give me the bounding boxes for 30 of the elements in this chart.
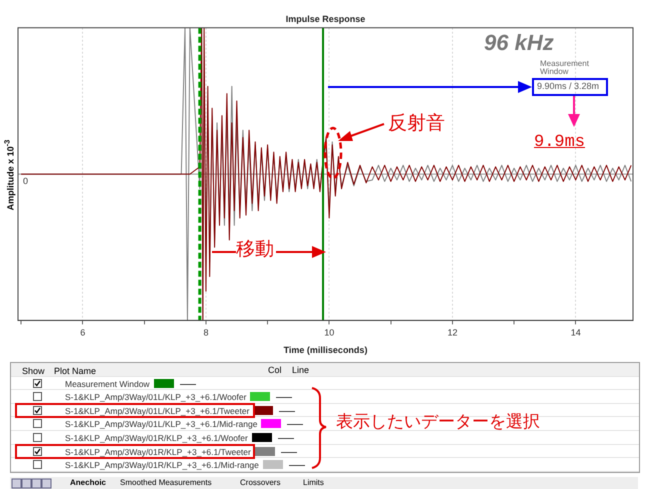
text: Anechoic (70, 478, 106, 487)
text: Line (292, 365, 310, 375)
x-tick-label: 14 (570, 327, 581, 338)
ref-line-label: 0 (23, 176, 28, 186)
text: Limits (303, 478, 324, 487)
legend-label: S-1&KLP_Amp/3Way/01R/KLP_+3_+6.1/Tweeter (65, 446, 251, 457)
text: Col (268, 365, 282, 375)
text: Plot Name (54, 366, 96, 376)
legend-label: S-1&KLP_Amp/3Way/01R/KLP_+3_+6.1/Mid-range (65, 460, 259, 470)
text: Smoothed Measurements (120, 478, 212, 487)
legend-label: S-1&KLP_Amp/3Way/01L/KLP_+3_+6.1/Tweeter (65, 406, 250, 416)
x-tick-label: 6 (80, 327, 86, 338)
legend-label: S-1&KLP_Amp/3Way/01L/KLP_+3_+6.1/Woofer (65, 392, 246, 402)
text: Measurement Window (65, 378, 150, 389)
x-tick-label: 12 (447, 327, 458, 338)
legend-label: S-1&KLP_Amp/3Way/01L/KLP_+3_+6.1/Mid-range (65, 419, 258, 430)
text: Show (22, 366, 45, 376)
text: Crossovers (240, 478, 280, 487)
annotation: 9.9ms (534, 133, 586, 152)
annotation: 96 kHz (484, 30, 554, 55)
annotation: 反射音 (388, 112, 445, 134)
text: 表示したいデーターを選択 (336, 412, 540, 432)
chart-title: Impulse Response (286, 14, 366, 24)
annotation: 移動 (236, 238, 274, 260)
x-tick-label: 8 (203, 327, 208, 338)
x-axis-title: Time (milliseconds) (284, 345, 368, 356)
x-tick-label: 10 (324, 327, 334, 338)
legend-label: S-1&KLP_Amp/3Way/01R/KLP_+3_+6.1/Woofer (65, 432, 248, 443)
annotation: 9.90ms / 3.28m (537, 81, 600, 91)
annotation: Measurement Window (540, 59, 590, 76)
